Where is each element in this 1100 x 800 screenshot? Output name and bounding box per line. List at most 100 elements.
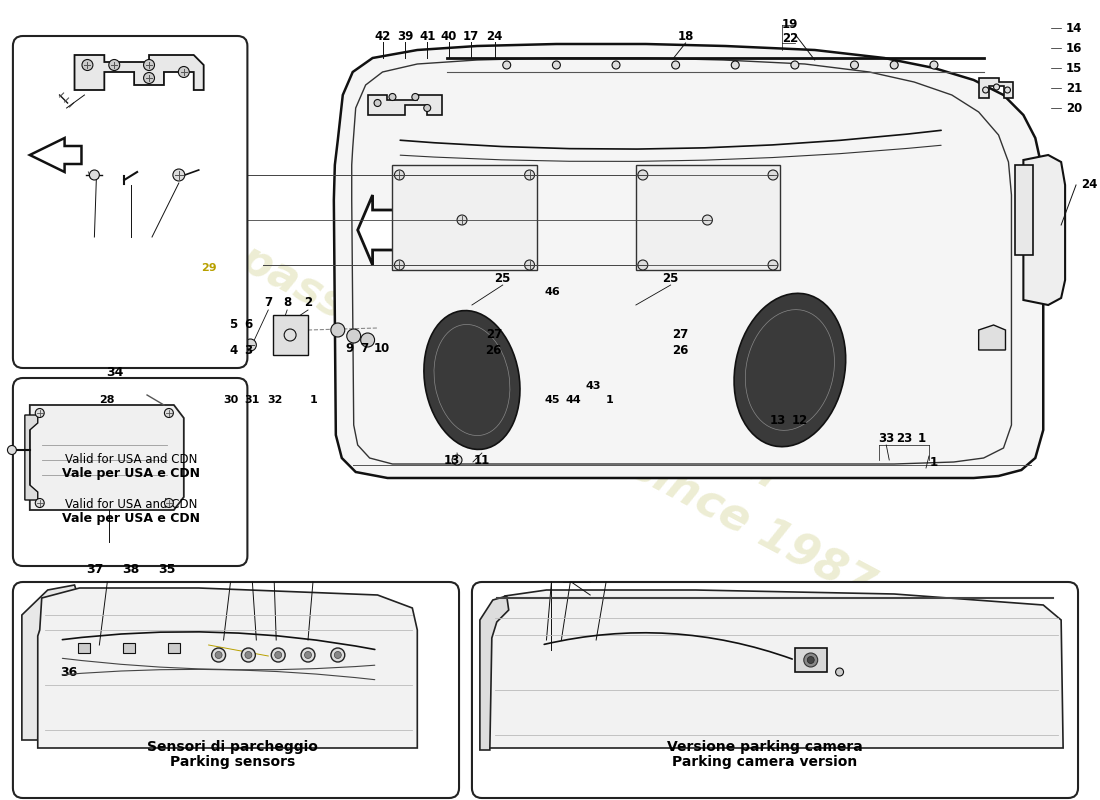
Text: Valid for USA and CDN: Valid for USA and CDN: [65, 498, 197, 510]
Circle shape: [211, 648, 226, 662]
Circle shape: [807, 657, 814, 663]
Text: 32: 32: [267, 395, 283, 405]
Circle shape: [552, 61, 560, 69]
Text: 29: 29: [201, 263, 217, 273]
Text: 43: 43: [585, 382, 602, 391]
Text: 8: 8: [283, 297, 292, 310]
Text: 17: 17: [463, 30, 480, 42]
Circle shape: [178, 66, 189, 78]
Text: 36: 36: [60, 666, 77, 678]
Text: 1: 1: [310, 395, 318, 405]
Circle shape: [361, 333, 375, 347]
Circle shape: [144, 59, 154, 70]
Bar: [78, 643, 90, 653]
Text: 45: 45: [544, 395, 560, 405]
Circle shape: [452, 455, 462, 465]
Text: 1: 1: [930, 455, 938, 469]
Bar: [168, 643, 179, 653]
Text: 16: 16: [1066, 42, 1082, 54]
Polygon shape: [367, 95, 442, 115]
Circle shape: [612, 61, 620, 69]
Circle shape: [231, 334, 242, 346]
Text: 44: 44: [565, 395, 582, 405]
Text: 7: 7: [264, 297, 273, 310]
Circle shape: [638, 260, 648, 270]
Circle shape: [89, 170, 99, 180]
Text: 5: 5: [230, 318, 238, 331]
Text: 18: 18: [678, 30, 694, 42]
Text: 27: 27: [486, 329, 502, 342]
Text: 13: 13: [770, 414, 786, 426]
Circle shape: [35, 409, 44, 418]
Circle shape: [144, 73, 154, 83]
Bar: [795, 648, 826, 672]
Text: 12: 12: [792, 414, 807, 426]
Text: 24: 24: [486, 30, 503, 42]
Text: 42: 42: [374, 30, 390, 42]
Bar: [123, 643, 135, 653]
Circle shape: [305, 651, 311, 658]
Circle shape: [424, 105, 431, 111]
Circle shape: [395, 260, 405, 270]
Text: 46: 46: [544, 287, 560, 297]
Circle shape: [346, 329, 361, 343]
FancyBboxPatch shape: [13, 582, 459, 798]
Circle shape: [395, 170, 405, 180]
Polygon shape: [25, 415, 37, 500]
Circle shape: [768, 170, 778, 180]
Circle shape: [993, 84, 1000, 90]
Text: Vale per USA e CDN: Vale per USA e CDN: [63, 512, 200, 525]
Circle shape: [301, 648, 315, 662]
Polygon shape: [30, 138, 81, 172]
Circle shape: [272, 648, 285, 662]
Text: 15: 15: [1066, 62, 1082, 74]
Bar: [393, 165, 537, 270]
Polygon shape: [22, 585, 79, 740]
Text: Vale per USA e CDN: Vale per USA e CDN: [63, 467, 200, 480]
Text: 28: 28: [99, 395, 114, 405]
Circle shape: [411, 94, 419, 101]
Text: 2: 2: [304, 297, 312, 310]
Circle shape: [164, 409, 174, 418]
Text: 1: 1: [918, 431, 926, 445]
Circle shape: [389, 94, 396, 101]
Text: 4: 4: [230, 343, 238, 357]
Text: 34: 34: [106, 366, 123, 379]
Text: 26: 26: [672, 343, 689, 357]
Circle shape: [930, 61, 938, 69]
Text: 14: 14: [1066, 22, 1082, 34]
Text: 35: 35: [158, 563, 176, 576]
Circle shape: [216, 651, 222, 658]
FancyBboxPatch shape: [13, 36, 247, 368]
Text: 22: 22: [782, 31, 797, 45]
Text: 26: 26: [485, 343, 502, 357]
Text: 1: 1: [606, 395, 614, 405]
Bar: [273, 315, 308, 355]
Circle shape: [456, 215, 468, 225]
Circle shape: [836, 668, 844, 676]
Text: 13: 13: [444, 454, 460, 466]
Text: Sensori di parcheggio: Sensori di parcheggio: [147, 740, 318, 754]
Polygon shape: [37, 588, 417, 748]
Ellipse shape: [734, 294, 846, 446]
Circle shape: [638, 170, 648, 180]
Polygon shape: [979, 78, 1013, 98]
Text: Parking sensors: Parking sensors: [170, 754, 296, 769]
Text: 41: 41: [419, 30, 436, 42]
Text: 19: 19: [782, 18, 799, 31]
FancyBboxPatch shape: [472, 582, 1078, 798]
Text: 11: 11: [474, 454, 490, 466]
Circle shape: [244, 339, 256, 351]
Text: 38: 38: [122, 563, 140, 576]
Text: Parking camera version: Parking camera version: [672, 754, 858, 769]
Polygon shape: [30, 405, 184, 510]
Text: 23: 23: [896, 431, 912, 445]
Text: Valid for USA and CDN: Valid for USA and CDN: [65, 454, 197, 466]
Circle shape: [1004, 87, 1011, 93]
Text: 25: 25: [662, 271, 679, 285]
Polygon shape: [1023, 155, 1065, 305]
Circle shape: [982, 87, 989, 93]
Text: 25: 25: [495, 271, 510, 285]
Text: 21: 21: [1066, 82, 1082, 94]
Text: 30: 30: [223, 395, 239, 405]
